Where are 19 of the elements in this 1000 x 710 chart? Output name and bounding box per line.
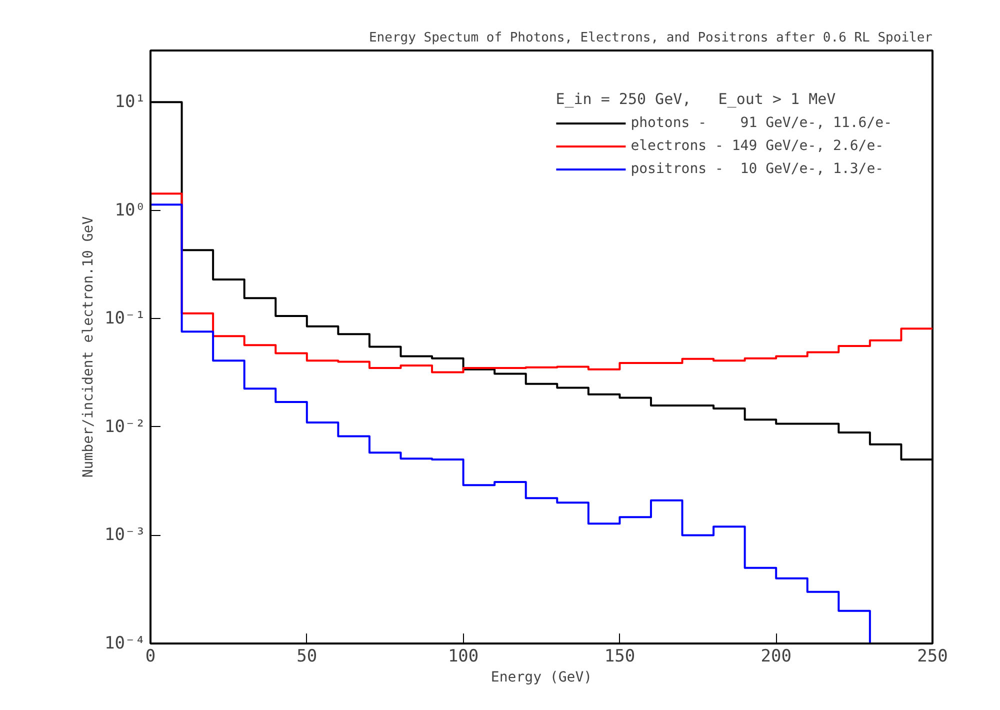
x-axis-title: Energy (GeV)	[490, 670, 592, 686]
legend-title: E_in = 250 GeV, E_out > 1 MeV	[556, 90, 837, 108]
y-tick-label: 10⁻³	[104, 525, 146, 546]
x-tick-label: 200	[760, 646, 792, 666]
x-tick-label: 250	[917, 646, 948, 666]
y-tick-label: 10⁰	[114, 200, 146, 220]
y-tick-label: 10⁻⁴	[104, 634, 146, 654]
x-tick-label: 100	[448, 646, 479, 666]
y-tick-label: 10⁻¹	[104, 308, 146, 329]
x-tick-label: 150	[604, 646, 636, 666]
y-tick-label: 10¹	[114, 92, 146, 112]
legend-label: electrons - 149 GeV/e-, 2.6/e-	[630, 138, 884, 154]
y-tick-label: 10⁻²	[104, 416, 146, 437]
chart-title: Energy Spectum of Photons, Electrons, and Positrons after 0.6 RL Spoiler	[368, 30, 933, 46]
x-tick-label: 0	[145, 646, 156, 666]
y-axis-title: Number/incident electron.10 GeV	[80, 216, 97, 478]
x-tick-label: 50	[296, 646, 318, 666]
legend-label: positrons - 10 GeV/e-, 1.3/e-	[630, 161, 884, 177]
legend-label: photons - 91 GeV/e-, 11.6/e-	[630, 115, 892, 131]
